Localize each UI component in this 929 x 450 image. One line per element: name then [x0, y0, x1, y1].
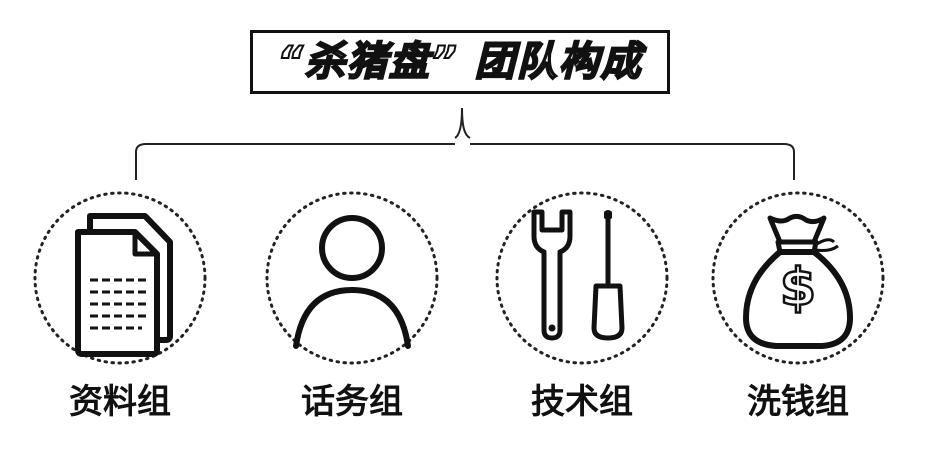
dotted-ring: [33, 191, 207, 365]
group-label-docs: 资料组: [69, 382, 171, 422]
dotted-ring: [711, 191, 885, 365]
group-label-laundering: 洗钱组: [747, 382, 849, 422]
dotted-ring: [265, 191, 439, 365]
money-bag-icon: [743, 213, 853, 349]
group-node-tech: [494, 190, 670, 366]
tools-icon: [531, 209, 625, 341]
dollar-sign: $: [779, 258, 818, 318]
diagram-title: “杀猪盘” 团队构成: [276, 39, 643, 85]
dotted-ring: [495, 191, 669, 365]
group-node-docs: [32, 190, 208, 366]
group-label-tech: 技术组: [531, 382, 633, 422]
group-label-calls: 话务组: [301, 382, 403, 422]
person-icon: [293, 215, 411, 349]
title-box: “杀猪盘” 团队构成: [250, 30, 670, 94]
group-node-calls: [264, 190, 440, 366]
document-icon: [75, 213, 173, 357]
group-node-laundering: $: [710, 190, 886, 366]
